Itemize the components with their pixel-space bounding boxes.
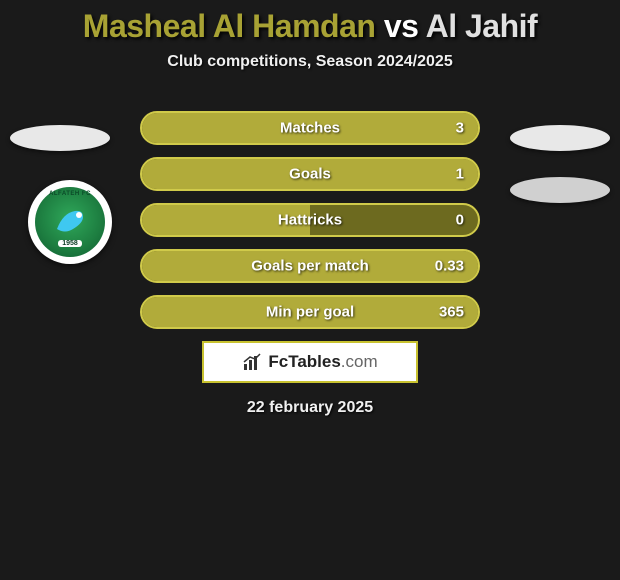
stat-label: Matches xyxy=(280,120,340,137)
stat-row: Goals 1 xyxy=(140,157,480,191)
stat-row: Min per goal 365 xyxy=(140,295,480,329)
stat-label: Goals xyxy=(289,166,331,183)
brand-box[interactable]: FcTables.com xyxy=(202,341,418,383)
club-badge: ALFATEH FC 1958 xyxy=(28,180,112,264)
stat-label: Goals per match xyxy=(251,258,369,275)
stat-value: 365 xyxy=(439,304,464,321)
stat-label: Min per goal xyxy=(266,304,354,321)
player2-oval-placeholder-1 xyxy=(510,125,610,151)
stat-row: Matches 3 xyxy=(140,111,480,145)
page-title: Masheal Al Hamdan vs Al Jahif xyxy=(0,8,620,45)
stat-row: Goals per match 0.33 xyxy=(140,249,480,283)
subtitle: Club competitions, Season 2024/2025 xyxy=(0,53,620,71)
stat-row: Hattricks 0 xyxy=(140,203,480,237)
club-year: 1958 xyxy=(58,240,82,247)
chart-icon xyxy=(242,352,262,372)
club-badge-inner: ALFATEH FC 1958 xyxy=(35,187,105,257)
title-player2: Al Jahif xyxy=(426,8,538,44)
title-player1: Masheal Al Hamdan xyxy=(83,8,376,44)
stat-value: 0.33 xyxy=(435,258,464,275)
player1-oval-placeholder xyxy=(10,125,110,151)
brand-domain: .com xyxy=(341,352,378,371)
brand-name: FcTables xyxy=(268,352,340,371)
stats-list: Matches 3 Goals 1 Hattricks 0 Goals per … xyxy=(140,111,480,329)
stat-label: Hattricks xyxy=(278,212,342,229)
brand-text: FcTables.com xyxy=(268,352,377,372)
club-name: ALFATEH FC xyxy=(49,191,91,197)
stat-value: 3 xyxy=(456,120,464,137)
stat-value: 0 xyxy=(456,212,464,229)
title-vs: vs xyxy=(384,8,419,44)
date-text: 22 february 2025 xyxy=(0,399,620,417)
stat-value: 1 xyxy=(456,166,464,183)
club-logo-icon xyxy=(53,207,87,237)
player2-oval-placeholder-2 xyxy=(510,177,610,203)
